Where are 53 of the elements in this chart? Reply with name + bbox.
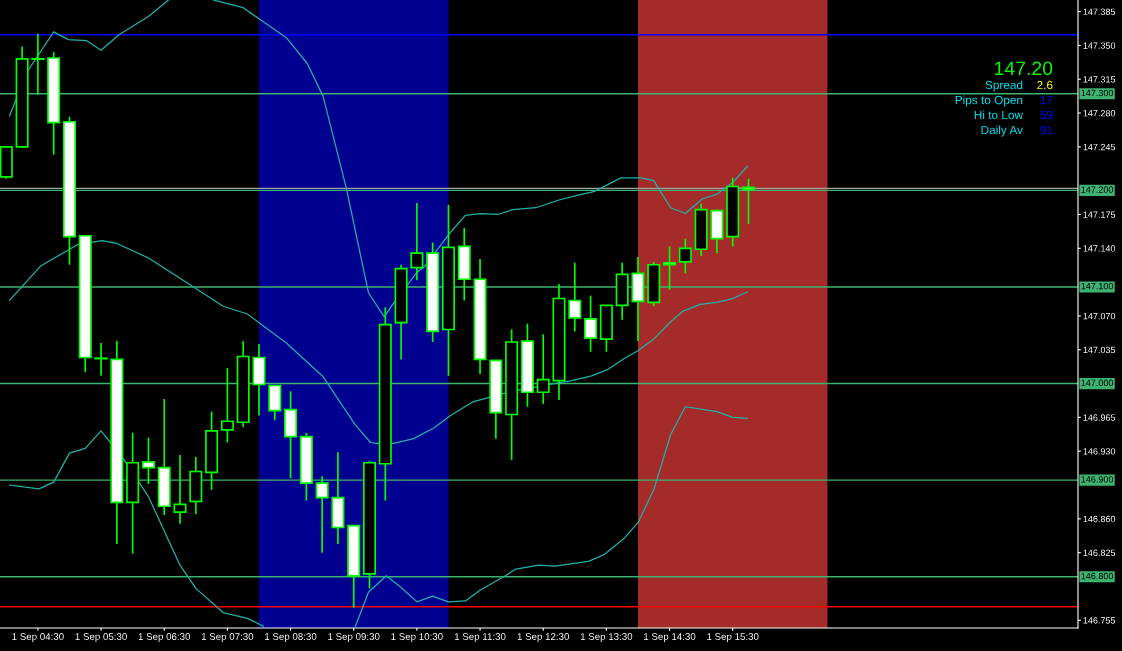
annotation: 2.6 (1037, 80, 1053, 90)
ref-line-label: 146.900 (1081, 476, 1114, 483)
x-tick-label: 1 Sep 09:30 (328, 633, 380, 642)
annotation: 17 (1040, 95, 1053, 105)
candlestick (94, 342, 108, 377)
y-tick-label: 147.385 (1083, 8, 1116, 15)
y-tick-label: 147.035 (1083, 346, 1116, 354)
x-tick-label: 1 Sep 05:30 (75, 633, 127, 642)
x-tick-label: 1 Sep 07:30 (201, 633, 254, 642)
x-tick-label: 1 Sep 11:30 (454, 633, 506, 642)
candlestick (410, 202, 424, 282)
y-tick-label: 147.070 (1083, 312, 1116, 320)
ref-line-label: 147.200 (1081, 186, 1114, 193)
annotation: Pips to Open (955, 95, 1023, 107)
y-tick-label: 147.140 (1083, 245, 1116, 252)
annotation: 91 (1040, 125, 1053, 135)
candlestick (173, 454, 187, 525)
annotation: Spread (985, 80, 1023, 92)
annotation: Hi to Low (974, 110, 1024, 120)
x-tick-label: 1 Sep 10:30 (391, 633, 443, 642)
y-tick-label: 147.350 (1083, 42, 1116, 49)
ref-line-label: 147.300 (1081, 89, 1114, 97)
y-tick-label: 147.245 (1083, 143, 1116, 151)
ref-line-label: 147.000 (1081, 379, 1114, 386)
y-tick-label: 146.965 (1083, 414, 1116, 421)
candlestick (220, 367, 234, 444)
y-tick-label: 147.280 (1083, 110, 1116, 117)
x-tick-label: 1 Sep 12:30 (517, 633, 570, 642)
x-tick-label: 1 Sep 04:30 (12, 633, 64, 642)
candlestick (584, 294, 598, 353)
candlestick (31, 32, 45, 96)
x-tick-label: 1 Sep 13:30 (580, 633, 633, 642)
annotation: Daily Av (981, 125, 1023, 137)
x-tick-label: 1 Sep 15:30 (707, 633, 759, 642)
candlestick (663, 245, 677, 291)
x-tick-label: 1 Sep 08:30 (265, 633, 317, 642)
x-tick-label: 1 Sep 06:30 (138, 633, 191, 642)
y-tick-label: 146.860 (1083, 515, 1116, 523)
x-tick-label: 1 Sep 14:30 (644, 633, 696, 642)
ref-line-label: 146.800 (1081, 572, 1114, 580)
candlestick (568, 261, 582, 333)
y-tick-label: 146.930 (1083, 448, 1116, 455)
y-tick-label: 146.825 (1083, 549, 1116, 556)
annotation: 147.20 (995, 61, 1053, 76)
y-tick-label: 146.755 (1083, 617, 1116, 624)
candlestick (141, 436, 155, 485)
candlestick (536, 333, 550, 405)
candlestick (315, 475, 329, 554)
y-tick-label: 147.315 (1083, 76, 1116, 83)
ref-line-label: 147.100 (1081, 282, 1114, 290)
annotation: 59 (1040, 110, 1053, 120)
y-tick-label: 147.175 (1083, 211, 1116, 218)
candlestick (678, 237, 692, 275)
